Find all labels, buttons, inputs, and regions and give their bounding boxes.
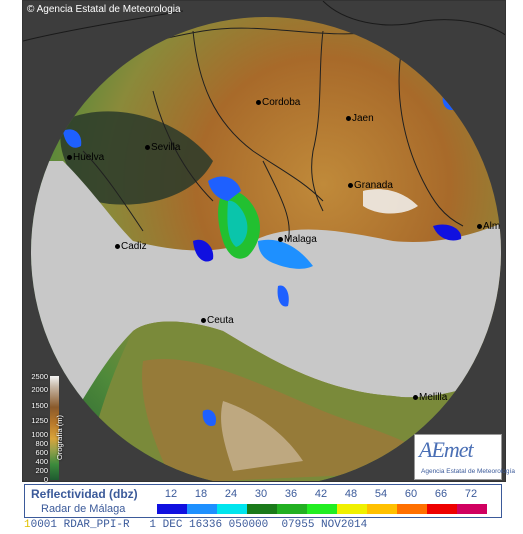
city-marker-icon [348, 182, 353, 188]
legend-value: 18 [194, 488, 208, 500]
legend-value: 60 [404, 488, 418, 500]
elevation-tick: 400 [35, 457, 48, 466]
elevation-tick: 1250 [31, 416, 48, 425]
map-canvas [23, 1, 505, 481]
elevation-title: Orografía (m) [55, 414, 64, 460]
elevation-scale: 2500 2000 1500 1250 1000 800 600 400 200… [22, 372, 64, 484]
city-marker-icon [145, 144, 150, 150]
elevation-tick: 600 [35, 448, 48, 457]
city-marker-icon [413, 394, 418, 400]
city-marker-icon [278, 236, 283, 242]
legend-swatch [217, 504, 247, 514]
reflectivity-legend: Reflectividad (dbz) Radar de Málaga 12 18… [24, 484, 502, 518]
city-huelva: Huelva [67, 152, 104, 163]
legend-swatch [307, 504, 337, 514]
city-cordoba: Cordoba [256, 97, 300, 108]
legend-value: 66 [434, 488, 448, 500]
city-marker-icon [201, 317, 206, 323]
logo-subtitle: Agencia Estatal de Meteorología [421, 468, 515, 475]
city-malaga: Malaga [278, 234, 317, 245]
logo-brand: AEmet [419, 437, 474, 462]
legend-swatch [457, 504, 487, 514]
legend-value: 12 [164, 488, 178, 500]
city-marker-icon [477, 223, 482, 229]
legend-swatch [247, 504, 277, 514]
elevation-tick: 800 [35, 439, 48, 448]
aemet-logo: AEmet Agencia Estatal de Meteorología [414, 434, 515, 480]
city-marker-icon [115, 243, 120, 249]
legend-swatch [187, 504, 217, 514]
city-sevilla: Sevilla [145, 142, 180, 153]
city-marker-icon [346, 115, 351, 121]
city-cadiz: Cadiz [115, 241, 147, 252]
legend-swatch [157, 504, 187, 514]
city-marker-icon [256, 99, 261, 105]
legend-swatch [397, 504, 427, 514]
legend-subtitle: Radar de Málaga [41, 503, 126, 515]
legend-value: 24 [224, 488, 238, 500]
legend-title: Reflectividad (dbz) [31, 487, 138, 501]
legend-value: 42 [314, 488, 328, 500]
elevation-tick: 1000 [31, 430, 48, 439]
elevation-color-bar [50, 376, 59, 480]
city-ceuta: Ceuta [201, 315, 234, 326]
city-granada: Granada [348, 180, 393, 191]
elevation-tick: 2500 [31, 372, 48, 381]
legend-value: 72 [464, 488, 478, 500]
elevation-tick: 1500 [31, 401, 48, 410]
legend-swatch [337, 504, 367, 514]
elevation-tick: 2000 [31, 385, 48, 394]
legend-value: 48 [344, 488, 358, 500]
legend-value: 36 [284, 488, 298, 500]
radar-map: © Agencia Estatal de Meteorologia Cordob… [22, 0, 506, 482]
city-melilla: Melilla [413, 392, 447, 403]
legend-swatch [367, 504, 397, 514]
status-bar: 10001 RDAR_PPI-R 1 DEC 16336 050000 0795… [24, 519, 502, 531]
copyright-label: © Agencia Estatal de Meteorologia [27, 4, 181, 15]
status-text: 0001 RDAR_PPI-R 1 DEC 16336 050000 07955… [30, 519, 368, 531]
legend-swatch [277, 504, 307, 514]
legend-value: 30 [254, 488, 268, 500]
status-marker: 1 [24, 519, 31, 531]
elevation-tick: 200 [35, 466, 48, 475]
legend-swatch [427, 504, 457, 514]
city-almeria: Alm [477, 221, 500, 232]
legend-value: 54 [374, 488, 388, 500]
city-jaen: Jaen [346, 113, 374, 124]
elevation-tick: 0 [43, 475, 48, 484]
city-marker-icon [67, 154, 72, 160]
